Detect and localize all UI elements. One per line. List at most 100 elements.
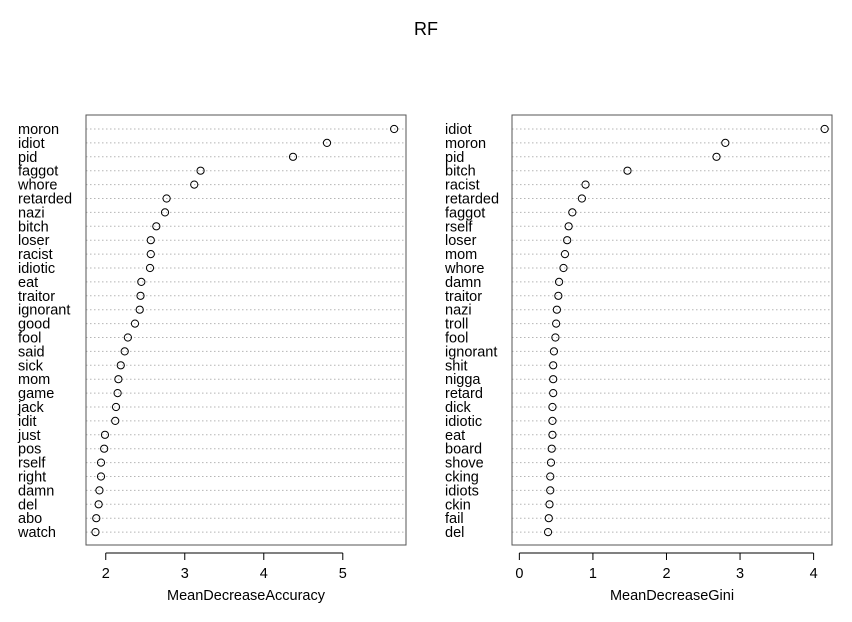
category-label: rself xyxy=(18,456,46,472)
data-point xyxy=(114,375,123,384)
x-axis-label: MeanDecreaseGini xyxy=(610,588,734,604)
chart-title: RF xyxy=(414,19,438,39)
data-point xyxy=(545,500,554,509)
data-point xyxy=(548,416,557,425)
category-label: dick xyxy=(445,400,472,416)
x-tick-label: 3 xyxy=(181,566,189,582)
category-label: idiots xyxy=(445,483,479,499)
category-label: retarded xyxy=(445,192,499,208)
category-label: loser xyxy=(18,233,50,249)
data-point xyxy=(145,263,155,273)
data-point xyxy=(196,166,205,175)
data-point xyxy=(116,361,125,370)
data-point xyxy=(568,208,577,217)
data-point xyxy=(549,375,558,384)
data-point xyxy=(130,319,140,328)
data-point xyxy=(548,430,557,439)
data-point xyxy=(820,124,829,134)
category-label: del xyxy=(445,525,464,541)
category-label: troll xyxy=(445,317,468,333)
category-label: board xyxy=(445,442,482,458)
data-point xyxy=(123,333,132,342)
category-label: cking xyxy=(445,470,479,486)
category-label: idiot xyxy=(18,136,45,152)
data-point xyxy=(190,180,199,189)
category-label: idit xyxy=(18,414,37,430)
category-label: damn xyxy=(445,275,481,291)
data-point xyxy=(146,250,155,259)
panels: moronidiotpidfaggotwhoreretardednazibitc… xyxy=(17,114,833,604)
panel-1: moronidiotpidfaggotwhoreretardednazibitc… xyxy=(17,114,407,604)
category-label: moron xyxy=(445,136,486,152)
category-label: game xyxy=(18,386,54,402)
category-label: faggot xyxy=(445,205,485,221)
category-label: moron xyxy=(18,122,59,138)
category-label: nigga xyxy=(445,372,481,388)
data-point xyxy=(577,194,586,203)
x-tick-label: 4 xyxy=(810,566,818,582)
data-point xyxy=(564,222,573,231)
data-point xyxy=(113,389,122,398)
data-point xyxy=(390,124,399,134)
plot-frame xyxy=(85,114,407,546)
category-label: idiotic xyxy=(445,414,482,430)
data-point xyxy=(94,500,103,509)
data-point xyxy=(563,236,572,245)
category-label: retarded xyxy=(18,192,72,208)
x-tick-label: 2 xyxy=(662,566,670,582)
data-point xyxy=(546,486,555,495)
data-point xyxy=(100,444,109,453)
category-label: nazi xyxy=(445,303,472,319)
category-label: del xyxy=(18,497,37,513)
category-label: eat xyxy=(445,428,465,444)
data-point xyxy=(548,402,557,412)
category-label: loser xyxy=(445,233,477,249)
x-tick-label: 5 xyxy=(339,566,347,582)
category-label: sick xyxy=(18,358,44,374)
category-label: pid xyxy=(445,150,464,166)
data-point xyxy=(549,347,559,356)
x-tick-label: 1 xyxy=(589,566,597,582)
data-point xyxy=(95,486,104,495)
data-point xyxy=(581,180,590,189)
data-point xyxy=(549,389,558,398)
data-point xyxy=(111,402,121,412)
category-label: rself xyxy=(445,219,473,235)
data-point xyxy=(162,194,171,203)
data-point xyxy=(111,416,120,425)
category-label: damn xyxy=(18,483,54,499)
data-point xyxy=(544,514,553,523)
data-point xyxy=(712,152,721,161)
data-point xyxy=(135,305,144,314)
data-point xyxy=(623,166,632,175)
category-label: racist xyxy=(445,178,480,194)
category-label: fail xyxy=(445,511,464,527)
data-point xyxy=(100,430,110,439)
category-label: fool xyxy=(445,331,468,347)
panel-2: idiotmoronpidbitchracistretardedfaggotrs… xyxy=(444,114,833,604)
data-point xyxy=(559,263,568,273)
data-point xyxy=(549,361,558,370)
category-label: just xyxy=(17,428,41,444)
data-point xyxy=(96,458,106,467)
category-label: faggot xyxy=(18,164,58,180)
plot-frame xyxy=(511,114,833,546)
data-point xyxy=(120,347,129,356)
x-tick-label: 0 xyxy=(515,566,523,582)
data-point xyxy=(547,444,556,453)
category-label: bitch xyxy=(18,219,49,235)
category-label: mom xyxy=(18,372,50,388)
category-label: eat xyxy=(18,275,38,291)
category-label: racist xyxy=(18,247,53,263)
category-label: idiotic xyxy=(18,261,55,277)
category-label: mom xyxy=(445,247,477,263)
data-point xyxy=(721,138,730,147)
x-axis-label: MeanDecreaseAccuracy xyxy=(167,588,326,604)
category-label: shove xyxy=(445,456,484,472)
category-label: said xyxy=(18,344,45,360)
category-label: retard xyxy=(445,386,483,402)
category-label: idiot xyxy=(445,122,472,138)
data-point xyxy=(288,152,298,161)
data-point xyxy=(552,319,561,328)
